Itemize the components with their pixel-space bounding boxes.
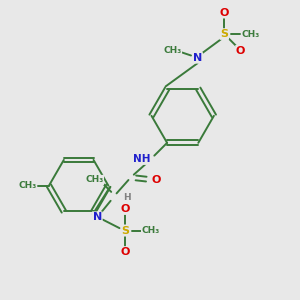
Text: CH₃: CH₃ [18, 181, 37, 190]
Text: S: S [122, 226, 130, 236]
Text: H: H [123, 193, 131, 202]
Text: CH₃: CH₃ [163, 46, 182, 55]
Text: O: O [236, 46, 245, 56]
Text: O: O [121, 204, 130, 214]
Text: CH₃: CH₃ [85, 176, 103, 184]
Text: N: N [93, 212, 102, 222]
Text: O: O [220, 8, 229, 18]
Text: S: S [220, 29, 228, 39]
Text: O: O [121, 247, 130, 257]
Text: NH: NH [133, 154, 151, 164]
Text: CH₃: CH₃ [142, 226, 160, 235]
Text: N: N [193, 53, 202, 63]
Text: CH₃: CH₃ [242, 30, 260, 39]
Text: O: O [152, 175, 161, 185]
